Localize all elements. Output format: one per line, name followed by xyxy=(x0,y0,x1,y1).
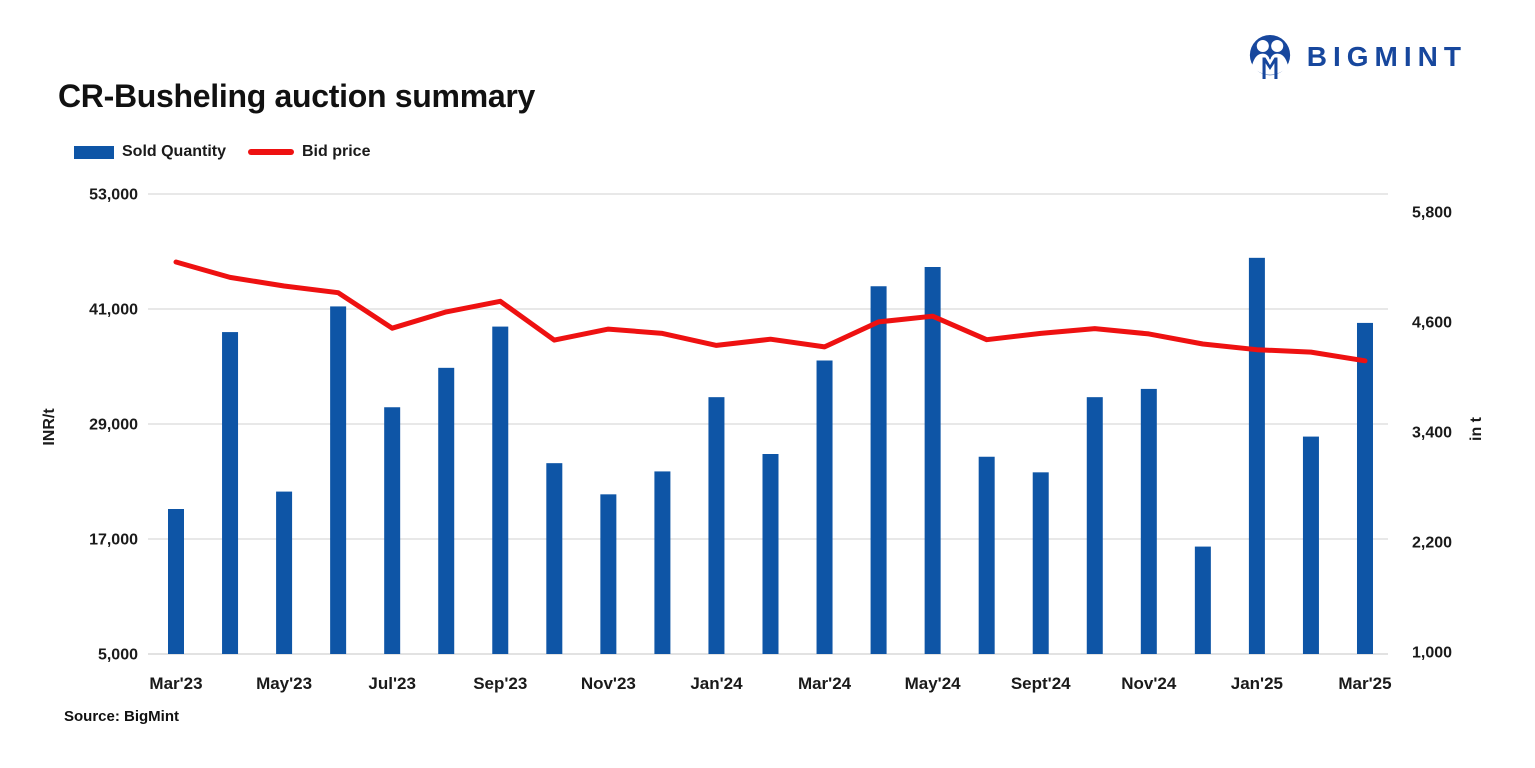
source-note: Source: BigMint xyxy=(64,708,179,725)
x-axis-label: Mar'24 xyxy=(798,674,852,693)
sold-quantity-bar xyxy=(1140,388,1157,654)
left-axis-tick-label: 17,000 xyxy=(89,532,138,549)
sold-quantity-bar xyxy=(978,456,995,654)
sold-quantity-bar xyxy=(600,494,617,654)
bid-price-line xyxy=(173,259,1368,364)
legend-label: Sold Quantity xyxy=(122,143,226,160)
x-axis-label: May'23 xyxy=(256,674,312,693)
sold-quantity-bar xyxy=(1302,436,1319,654)
sold-quantity-bar xyxy=(1356,322,1373,654)
x-axis-label: Jan'24 xyxy=(690,674,743,693)
x-axis-label: Sep'23 xyxy=(473,674,527,693)
x-axis-label: Jul'23 xyxy=(368,674,416,693)
sold-quantity-bar xyxy=(222,332,239,654)
right-axis-tick-label: 3,400 xyxy=(1412,425,1452,442)
x-axis-label: May'24 xyxy=(905,674,962,693)
legend-label: Bid price xyxy=(302,143,371,160)
sold-quantity-bar xyxy=(384,407,401,654)
bid-price-swatch xyxy=(248,149,294,155)
page-title: CR-Busheling auction summary xyxy=(58,78,536,114)
x-axis-label: Mar'23 xyxy=(149,674,202,693)
sold-quantity-bar xyxy=(168,509,184,654)
sold-quantity-bar xyxy=(1086,397,1103,654)
right-axis-tick-label: 5,800 xyxy=(1412,205,1452,222)
left-axis-tick-label: 29,000 xyxy=(89,417,138,434)
sold-quantity-bar xyxy=(1248,257,1265,654)
sold-quantity-bar xyxy=(654,471,671,654)
sold-quantity-bar xyxy=(762,454,779,654)
sold-quantity-bar xyxy=(492,326,509,654)
left-axis-tick-label: 41,000 xyxy=(89,302,138,319)
left-axis-tick-label: 5,000 xyxy=(98,647,138,664)
sold-quantity-bar xyxy=(870,286,887,654)
x-axis-label: Jan'25 xyxy=(1231,674,1283,693)
sold-quantity-bar xyxy=(546,463,563,654)
sold-quantity-bar xyxy=(924,267,941,654)
right-axis-tick-label: 1,000 xyxy=(1412,645,1452,662)
sold-quantity-bar xyxy=(1194,546,1211,654)
sold-quantity-bar xyxy=(330,306,347,654)
sold-quantity-bar xyxy=(1032,472,1049,654)
x-axis-label: Nov'23 xyxy=(581,674,636,693)
sold-quantity-bar xyxy=(438,367,455,654)
two-people-m-icon xyxy=(1249,34,1290,80)
x-axis-label: Mar'25 xyxy=(1338,674,1391,693)
sold-quantity-bar xyxy=(708,397,725,654)
sold-quantity-bar xyxy=(276,491,293,654)
legend-item-sold-quantity: Sold Quantity xyxy=(74,143,226,161)
chart-legend: Sold Quantity Bid price xyxy=(74,143,370,161)
sold-quantity-swatch xyxy=(74,145,114,159)
x-axis-label: Sept'24 xyxy=(1011,674,1071,693)
right-axis-tick-label: 4,600 xyxy=(1412,315,1452,332)
left-axis-tick-label: 53,000 xyxy=(89,187,138,204)
sold-quantity-bar xyxy=(816,360,833,654)
logo-wordmark: BIGMINT xyxy=(1306,41,1467,72)
bigmint-logo: BIGMINT xyxy=(1247,32,1467,82)
x-axis-label: Nov'24 xyxy=(1121,674,1177,693)
right-axis-tick-label: 2,200 xyxy=(1412,535,1452,552)
legend-item-bid-price: Bid price xyxy=(248,143,370,161)
